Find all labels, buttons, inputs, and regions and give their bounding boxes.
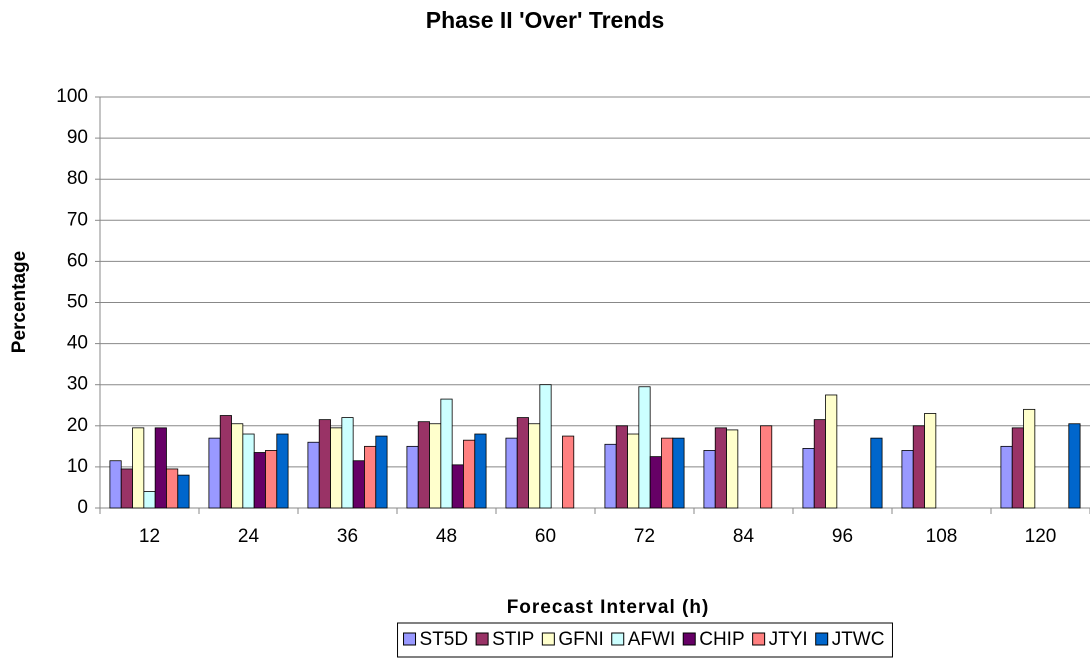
bar xyxy=(870,437,883,509)
legend-label: JTYI xyxy=(769,629,808,650)
bar xyxy=(231,423,244,509)
bar xyxy=(474,433,487,509)
bar xyxy=(143,491,156,509)
bar xyxy=(813,419,826,509)
bar xyxy=(539,384,552,509)
legend-swatch xyxy=(815,632,829,646)
bar xyxy=(352,460,365,509)
bar xyxy=(1023,408,1036,509)
bar xyxy=(1068,423,1081,509)
legend-swatch xyxy=(403,632,417,646)
bar xyxy=(276,433,289,509)
legend-label: CHIP xyxy=(699,629,744,650)
bar xyxy=(219,415,232,509)
y-tick-label: 100 xyxy=(56,86,88,107)
bar xyxy=(649,456,662,509)
y-tick-label: 10 xyxy=(67,456,88,477)
y-axis-label: Percentage xyxy=(9,251,30,353)
bar xyxy=(417,421,430,509)
x-tick-label: 48 xyxy=(436,526,457,547)
legend-label: STIP xyxy=(492,629,534,650)
legend-label: ST5D xyxy=(420,629,469,650)
bar xyxy=(318,419,331,509)
bar xyxy=(307,441,320,509)
bar xyxy=(330,427,343,509)
chart-title: Phase II 'Over' Trends xyxy=(426,7,665,33)
bar xyxy=(166,468,179,509)
legend-swatch xyxy=(611,632,625,646)
bar xyxy=(242,433,255,509)
x-tick-label: 12 xyxy=(139,526,160,547)
y-tick-label: 30 xyxy=(67,374,88,395)
bar xyxy=(253,452,266,509)
x-tick-label: 84 xyxy=(733,526,755,547)
bar xyxy=(429,423,442,509)
bar xyxy=(760,425,773,509)
bar xyxy=(924,413,937,509)
bar xyxy=(364,445,377,509)
bar xyxy=(562,435,575,509)
bar xyxy=(516,417,529,509)
legend-label: JTWC xyxy=(832,629,885,650)
bar xyxy=(912,425,925,509)
bar xyxy=(528,423,541,509)
bar xyxy=(661,437,674,509)
x-tick-label: 72 xyxy=(634,526,655,547)
bar xyxy=(406,445,419,509)
bar xyxy=(714,427,727,509)
bar xyxy=(120,468,133,509)
bar xyxy=(1011,427,1024,509)
bar xyxy=(109,460,122,509)
bar xyxy=(825,394,838,509)
bar xyxy=(1000,445,1013,509)
legend-swatch xyxy=(475,632,489,646)
x-tick-label: 96 xyxy=(832,526,853,547)
bar xyxy=(154,427,167,509)
bar xyxy=(615,425,628,509)
legend-label: GFNI xyxy=(558,629,603,650)
legend-swatch xyxy=(541,632,555,646)
bar xyxy=(604,443,617,509)
bar xyxy=(726,429,739,509)
bar xyxy=(672,437,685,509)
bar xyxy=(627,433,640,509)
bar xyxy=(177,474,190,509)
bar xyxy=(451,464,464,509)
bar xyxy=(802,448,815,509)
y-tick-label: 60 xyxy=(67,250,88,271)
bar xyxy=(463,439,476,509)
y-tick-label: 50 xyxy=(67,292,88,313)
y-tick-label: 70 xyxy=(67,209,88,230)
x-axis-label: Forecast Interval (h) xyxy=(507,597,710,618)
bar xyxy=(265,450,278,509)
y-tick-label: 20 xyxy=(67,415,88,436)
bar xyxy=(638,386,651,509)
y-tick-label: 40 xyxy=(67,333,88,354)
y-tick-label: 80 xyxy=(67,168,88,189)
x-tick-label: 24 xyxy=(238,526,260,547)
y-tick-label: 0 xyxy=(77,497,88,518)
x-tick-label: 36 xyxy=(337,526,358,547)
x-tick-label: 60 xyxy=(535,526,556,547)
bar xyxy=(341,417,354,509)
bar xyxy=(440,398,453,509)
legend-label: AFWI xyxy=(628,629,676,650)
bar xyxy=(901,450,914,509)
bar xyxy=(375,435,388,509)
legend-swatch xyxy=(682,632,696,646)
bar xyxy=(703,450,716,509)
x-tick-label: 108 xyxy=(926,526,958,547)
y-tick-label: 90 xyxy=(67,127,88,148)
bar xyxy=(208,437,221,509)
x-tick-label: 120 xyxy=(1025,526,1057,547)
legend-swatch xyxy=(752,632,766,646)
bar xyxy=(505,437,518,509)
bar xyxy=(132,427,145,509)
